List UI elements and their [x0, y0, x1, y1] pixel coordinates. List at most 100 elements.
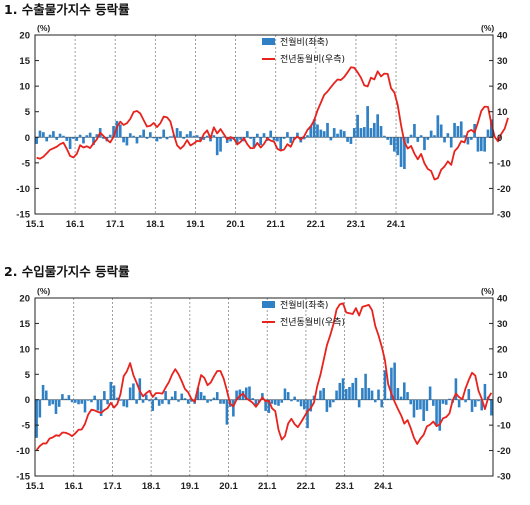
bar — [205, 135, 209, 138]
bar — [328, 399, 332, 408]
left-tick-label: 20 — [19, 31, 30, 42]
bar — [108, 134, 112, 138]
right-tick-label: 30 — [497, 319, 508, 330]
x-tick-label: 18.1 — [146, 219, 165, 230]
bar — [199, 137, 202, 141]
bar — [309, 126, 313, 138]
bar — [109, 381, 113, 400]
bar — [261, 393, 264, 400]
bar — [135, 399, 138, 404]
bar — [219, 137, 222, 152]
bar — [383, 135, 386, 138]
bar — [473, 399, 477, 407]
bar — [206, 399, 209, 403]
bar — [128, 133, 132, 138]
bar — [279, 137, 283, 150]
bar — [309, 399, 313, 412]
left-tick-label: 10 — [19, 82, 30, 93]
bar — [215, 137, 219, 156]
bar — [215, 392, 219, 400]
bar — [269, 130, 273, 138]
bar — [202, 137, 206, 140]
bar — [348, 387, 351, 400]
left-tick-label: 0 — [25, 395, 30, 406]
bar — [319, 390, 322, 400]
bar — [354, 377, 358, 400]
bar — [209, 399, 213, 402]
bar — [369, 128, 373, 138]
bar — [341, 378, 345, 400]
bar — [409, 399, 413, 405]
bar — [270, 399, 274, 404]
bar — [325, 399, 329, 412]
right-axis-unit: (%) — [481, 23, 494, 33]
bar — [486, 129, 490, 138]
bar — [344, 389, 348, 400]
bar — [38, 130, 42, 138]
bar — [115, 397, 119, 400]
bar — [441, 399, 445, 404]
bar — [448, 398, 451, 400]
x-tick-label: 24.1 — [387, 219, 406, 230]
right-axis-unit: (%) — [481, 286, 494, 296]
bar — [273, 399, 277, 405]
bar — [77, 399, 80, 405]
bar — [357, 399, 361, 408]
x-tick-label: 15.1 — [26, 219, 45, 230]
bar — [103, 391, 106, 400]
bar — [459, 121, 463, 138]
x-tick-label: 20.1 — [226, 219, 245, 230]
right-tick-label: 10 — [497, 370, 508, 381]
x-tick-label: 22.1 — [297, 481, 316, 492]
right-tick-label: 0 — [497, 133, 502, 144]
bar — [183, 398, 187, 400]
bar — [386, 398, 390, 400]
bar — [212, 397, 216, 400]
bar — [326, 122, 329, 138]
bar — [377, 389, 380, 400]
bar — [229, 137, 232, 142]
bar — [446, 133, 450, 138]
bar — [470, 399, 474, 412]
bar — [373, 399, 377, 403]
bar — [380, 399, 384, 408]
bar — [342, 131, 346, 138]
bar — [403, 382, 406, 400]
bar — [65, 137, 69, 141]
bar — [432, 399, 435, 406]
bar — [289, 137, 293, 143]
bar — [433, 135, 436, 138]
bar — [170, 396, 174, 400]
bar — [219, 399, 222, 404]
bar — [222, 136, 226, 138]
right-tick-label: -10 — [497, 158, 511, 169]
bar — [93, 395, 96, 400]
bar — [254, 399, 258, 406]
bar — [312, 119, 316, 138]
right-tick-label: -30 — [497, 472, 511, 483]
bar — [296, 399, 300, 402]
bar — [154, 397, 158, 400]
bar — [383, 370, 387, 400]
x-tick-label: 18.1 — [142, 481, 161, 492]
bar — [469, 137, 473, 140]
bar — [443, 137, 446, 143]
bar — [479, 137, 483, 152]
bar — [406, 392, 409, 400]
legend-bar-swatch — [262, 38, 275, 45]
bar — [457, 399, 461, 408]
bar — [112, 126, 115, 138]
bar — [54, 399, 58, 414]
x-tick-label: 19.1 — [186, 219, 205, 230]
bar — [35, 399, 38, 438]
x-tick-label: 23.1 — [335, 481, 354, 492]
left-tick-label: -5 — [22, 158, 31, 169]
bar — [135, 137, 139, 144]
bar — [286, 392, 290, 400]
bar — [312, 395, 316, 400]
x-tick-label: 23.1 — [347, 219, 366, 230]
bar — [118, 124, 122, 138]
bar — [41, 384, 45, 400]
bar — [399, 137, 403, 167]
bar — [406, 137, 410, 144]
